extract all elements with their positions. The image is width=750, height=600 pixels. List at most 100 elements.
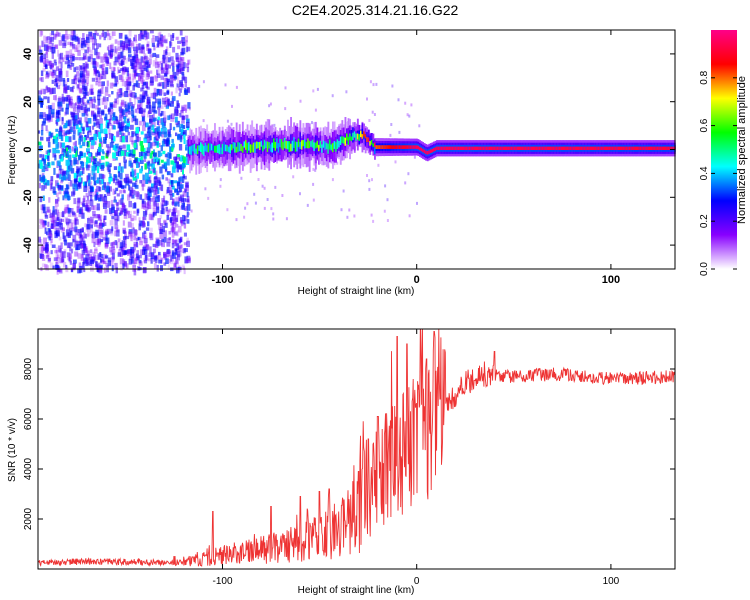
spectrogram-cell [146, 101, 150, 105]
spectrogram-cell [131, 194, 134, 199]
spectrogram-cell [46, 129, 49, 134]
spectrogram-cell [104, 70, 108, 75]
spectrogram-cell [96, 121, 100, 128]
spectrogram-cell [139, 76, 144, 80]
spectrogram-cell [64, 54, 67, 60]
spectrogram-cell [147, 142, 152, 148]
spectrogram-cell [39, 162, 43, 169]
spectrogram-cell [661, 146, 664, 150]
spectrogram-cell [142, 90, 145, 96]
spectrogram-cell [139, 220, 143, 227]
spectrogram-cell [77, 101, 80, 108]
spectrogram-cell [136, 46, 139, 53]
spectrogram-cell [112, 248, 116, 253]
spectrogram-cell [527, 146, 530, 150]
spectrogram-cell [171, 214, 175, 220]
spectrogram-cell [104, 243, 109, 249]
spectrogram-cell [408, 145, 411, 149]
spectrogram-cell [90, 142, 94, 150]
spectrogram-cell [153, 167, 156, 174]
spectrogram-cell [127, 37, 132, 43]
spectrogram-cell [83, 94, 86, 98]
spectrogram-cell [97, 148, 101, 156]
spectrogram-cell [605, 146, 608, 150]
spectrogram-cell [180, 165, 184, 172]
spectrogram-cell [47, 87, 51, 93]
spectrogram-cell [73, 157, 78, 165]
spectrogram-cell [67, 64, 71, 69]
spectrogram-cell [133, 253, 138, 257]
spectrogram-cell [140, 106, 143, 114]
spectrogram-cell [74, 36, 79, 42]
spectrogram-cell [187, 258, 191, 264]
spectrogram-cell [161, 35, 165, 43]
spectrogram-cell [78, 87, 83, 93]
spectrogram-cell [77, 49, 81, 56]
spectrogram-cell [70, 35, 74, 41]
spectrogram-cell [110, 228, 113, 234]
spectrogram-cell [60, 250, 64, 257]
spectrogram-cell [62, 227, 65, 231]
spectrogram-cell [101, 81, 105, 86]
spectrogram-cell [219, 178, 222, 182]
spectrogram-cell [134, 34, 137, 42]
spectrogram-cell [185, 258, 189, 264]
spectrogram-cell [339, 136, 342, 145]
spectrogram-cell [38, 130, 41, 134]
snr-x-tick-label: -100 [212, 576, 232, 587]
spectrogram-cell [106, 161, 110, 168]
spectrogram-cell [137, 100, 142, 104]
spectrogram-cell [152, 52, 157, 57]
spectrogram-cell [122, 220, 125, 226]
spectrogram-cell [141, 70, 145, 75]
spectrogram-cell [47, 256, 52, 263]
spectrogram-cell [106, 201, 111, 208]
spectrogram-cell [113, 178, 116, 184]
spectrogram-cell [171, 201, 174, 205]
spectrogram-cell [386, 145, 389, 149]
spectrogram-cell [44, 211, 48, 217]
spectrogram-cell [63, 40, 67, 46]
spectrogram-cell [366, 137, 369, 143]
spectrogram-cell [154, 244, 159, 248]
spectrogram-cell [103, 260, 107, 264]
spectrogram-cell [163, 252, 167, 256]
spectrogram-cell [639, 146, 642, 150]
spectrogram-cell [111, 265, 114, 272]
spectrogram-cell [55, 247, 58, 252]
spectrogram-cell [65, 218, 70, 224]
spectrogram-cell [116, 241, 119, 249]
spectrogram-cell [114, 225, 119, 230]
spectrogram-cell [83, 137, 86, 142]
spectrogram-cell [89, 102, 93, 108]
spectrogram-cell [155, 92, 158, 97]
spectrogram-cell [46, 251, 50, 258]
spectrogram-cell [84, 117, 88, 123]
spectrogram-cell [118, 121, 123, 128]
spectrogram-cell [159, 215, 163, 219]
spectrogram-cell [186, 211, 189, 218]
spectrogram-cell [157, 32, 161, 39]
spectrogram-cell [118, 94, 122, 98]
spectrogram-cell [111, 82, 116, 86]
spectrogram-cell [147, 190, 152, 197]
colorbar-tick-label: 0.0 [699, 262, 710, 276]
spectrogram-cell [81, 167, 85, 174]
spectrogram-cell [61, 142, 66, 148]
spectrogram-cell [47, 221, 50, 227]
spectrogram-cell [187, 60, 190, 65]
snr-y-tick-label: 8000 [23, 357, 34, 380]
spectrogram-cell [40, 88, 44, 94]
spectrogram-cell [170, 220, 175, 227]
spectrogram-cell [55, 116, 59, 120]
spectrogram-cell [131, 41, 135, 46]
spectrogram-cell [92, 33, 97, 40]
spectrogram-cell [121, 250, 126, 256]
spectrogram-cell [154, 138, 158, 144]
spectrogram-cell [183, 242, 188, 246]
spectrogram-cell [659, 146, 662, 150]
spectrogram-cell [77, 268, 81, 274]
spectrogram-cell [106, 58, 110, 64]
spectrogram-cell [157, 40, 160, 47]
spectrogram-cell [171, 60, 175, 66]
